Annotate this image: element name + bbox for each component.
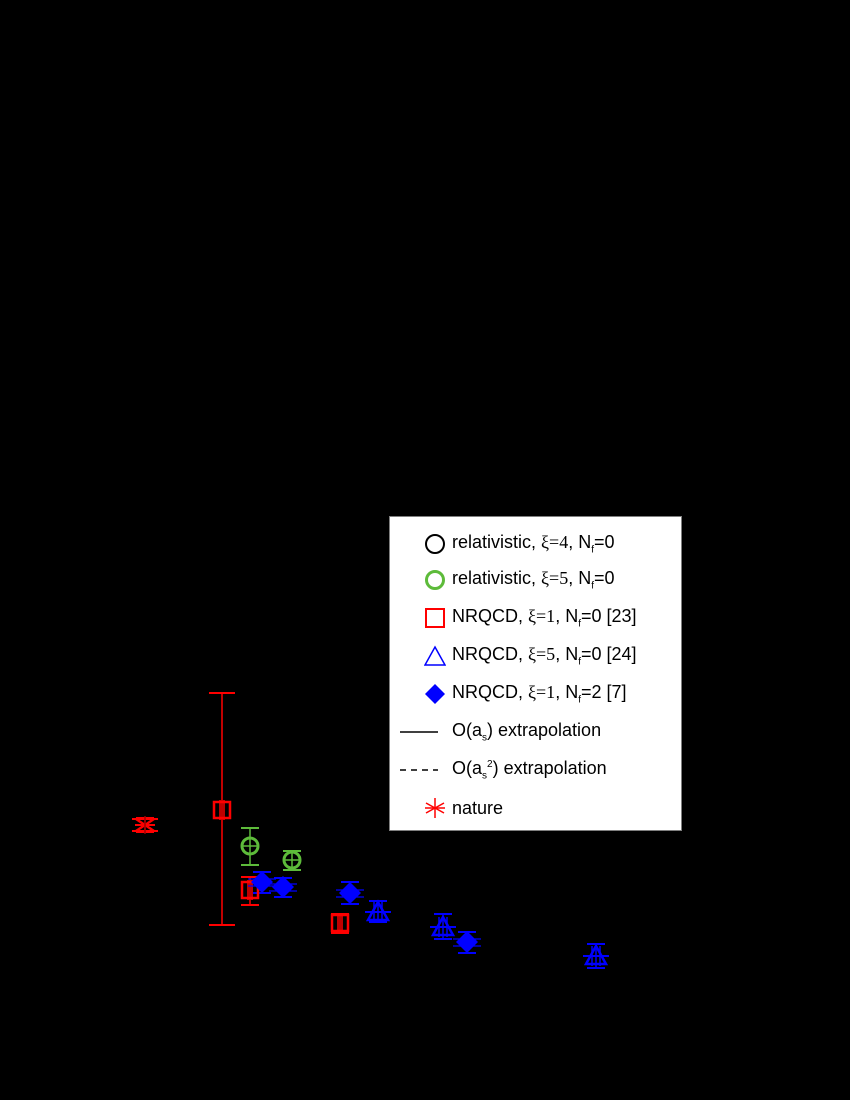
data-markers <box>132 800 609 966</box>
open-square-red-icon <box>424 607 446 629</box>
open-triangle-blue-icon <box>424 645 446 667</box>
data-point <box>269 876 297 898</box>
data-point <box>330 913 350 933</box>
legend-item-nrqcd-xi1-nf0: NRQCD, ξ=1, Nf=0 [23] <box>390 603 681 633</box>
asterisk-red-icon <box>424 797 446 819</box>
legend-label: relativistic, ξ=4, Nf=0 <box>452 532 615 556</box>
chart-legend: relativistic, ξ=4, Nf=0 relativistic, ξ=… <box>389 516 682 831</box>
legend-item-nature: nature <box>390 793 681 823</box>
legend-label: NRQCD, ξ=1, Nf=2 [7] <box>452 682 627 706</box>
legend-label: relativistic, ξ=5, Nf=0 <box>452 568 615 592</box>
legend-item-nrqcd-xi1-nf2: NRQCD, ξ=1, Nf=2 [7] <box>390 679 681 709</box>
data-point <box>336 882 364 904</box>
legend-item-relativistic-xi5: relativistic, ξ=5, Nf=0 <box>390 565 681 595</box>
data-point <box>212 800 232 820</box>
data-point <box>453 931 481 953</box>
data-point <box>248 871 276 893</box>
solid-line-icon <box>400 721 440 743</box>
legend-label: NRQCD, ξ=5, Nf=0 [24] <box>452 644 637 668</box>
data-point <box>132 816 158 834</box>
legend-label: nature <box>452 797 504 818</box>
legend-label: O(as) extrapolation <box>452 720 602 744</box>
legend-item-nrqcd-xi5-nf0: NRQCD, ξ=5, Nf=0 [24] <box>390 641 681 671</box>
data-point <box>282 850 302 870</box>
data-point <box>240 880 260 900</box>
data-point <box>430 914 456 937</box>
open-circle-black-icon <box>424 533 446 555</box>
data-point <box>240 836 260 856</box>
data-point <box>365 899 391 922</box>
filled-diamond-blue-icon <box>424 683 446 705</box>
legend-item-oas2-extrapolation: O(as2) extrapolation <box>390 755 681 785</box>
legend-label: NRQCD, ξ=1, Nf=0 [23] <box>452 606 637 630</box>
dashed-line-icon <box>400 759 440 781</box>
open-circle-green-icon <box>424 569 446 591</box>
legend-item-oas-extrapolation: O(as) extrapolation <box>390 717 681 747</box>
legend-label: O(as2) extrapolation <box>452 758 607 782</box>
legend-item-relativistic-xi4: relativistic, ξ=4, Nf=0 <box>390 529 681 559</box>
data-point <box>583 943 609 966</box>
